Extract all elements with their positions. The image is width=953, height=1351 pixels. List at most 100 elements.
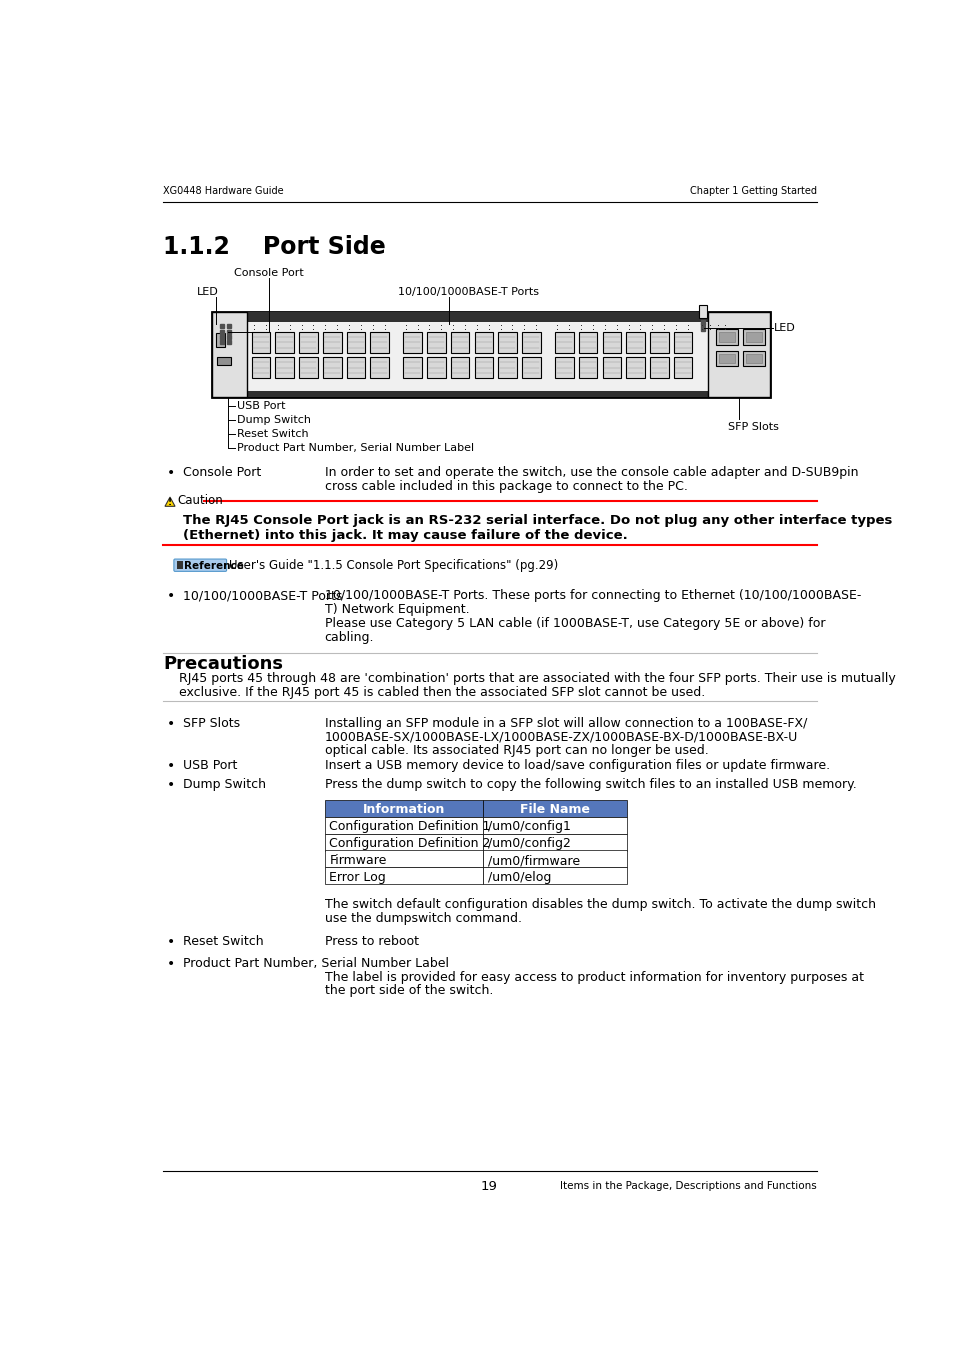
Text: In order to set and operate the switch, use the console cable adapter and D-SUB9: In order to set and operate the switch, … — [324, 466, 858, 480]
Text: LED: LED — [773, 323, 795, 332]
Bar — [602, 331, 620, 353]
Bar — [521, 331, 540, 353]
Text: •: • — [167, 466, 175, 480]
Text: the port side of the switch.: the port side of the switch. — [324, 985, 493, 997]
Text: Product Part Number, Serial Number Label: Product Part Number, Serial Number Label — [183, 957, 448, 970]
Bar — [370, 357, 389, 378]
Bar — [299, 357, 317, 378]
Bar — [602, 357, 620, 378]
Bar — [370, 331, 389, 353]
Bar — [323, 357, 341, 378]
Bar — [497, 357, 517, 378]
Text: SFP Slots: SFP Slots — [727, 423, 778, 432]
Bar — [707, 312, 769, 397]
Bar — [673, 357, 692, 378]
Bar — [716, 330, 737, 345]
Bar — [745, 332, 760, 342]
Text: USB Port: USB Port — [236, 401, 285, 411]
Bar — [212, 312, 769, 322]
Text: Reset Switch: Reset Switch — [183, 935, 263, 948]
Text: cabling.: cabling. — [324, 631, 374, 644]
Polygon shape — [165, 497, 174, 507]
Text: •: • — [167, 716, 175, 731]
Bar — [427, 357, 445, 378]
Bar — [555, 357, 573, 378]
Text: •: • — [167, 935, 175, 950]
Bar — [483, 800, 626, 816]
Text: T) Network Equipment.: T) Network Equipment. — [324, 604, 469, 616]
Text: 10/100/1000BASE-T Ports: 10/100/1000BASE-T Ports — [397, 286, 538, 297]
Bar — [673, 331, 692, 353]
Text: Error Log: Error Log — [329, 871, 386, 884]
Bar — [403, 357, 421, 378]
Text: /um0/elog: /um0/elog — [488, 871, 551, 884]
Bar — [745, 354, 760, 363]
Bar — [324, 800, 483, 816]
Bar — [275, 331, 294, 353]
Text: The RJ45 Console Port jack is an RS-232 serial interface. Do not plug any other : The RJ45 Console Port jack is an RS-232 … — [183, 513, 891, 527]
Bar — [719, 354, 734, 363]
Text: 19: 19 — [480, 1179, 497, 1193]
Bar — [474, 357, 493, 378]
Text: /um0/config1: /um0/config1 — [488, 820, 571, 834]
Text: Firmware: Firmware — [329, 854, 386, 867]
Text: •: • — [167, 589, 175, 604]
Text: Installing an SFP module in a SFP slot will allow connection to a 100BASE-FX/: Installing an SFP module in a SFP slot w… — [324, 716, 806, 730]
Bar — [483, 834, 626, 851]
Text: optical cable. Its associated RJ45 port can no longer be used.: optical cable. Its associated RJ45 port … — [324, 744, 708, 758]
Text: Dump Switch: Dump Switch — [183, 778, 266, 792]
Bar — [324, 851, 483, 867]
Text: XG0448 Hardware Guide: XG0448 Hardware Guide — [163, 186, 284, 196]
Text: cross cable included in this package to connect to the PC.: cross cable included in this package to … — [324, 480, 687, 493]
Text: SFP Slots: SFP Slots — [183, 716, 239, 730]
Text: LED: LED — [196, 286, 218, 297]
Bar — [212, 390, 769, 397]
Text: Reset Switch: Reset Switch — [236, 428, 309, 439]
Bar — [451, 357, 469, 378]
Text: Configuration Definition 2: Configuration Definition 2 — [329, 838, 490, 850]
Text: /um0/firmware: /um0/firmware — [488, 854, 579, 867]
Bar — [427, 331, 445, 353]
Bar — [299, 331, 317, 353]
Bar — [212, 312, 769, 397]
Text: 10/100/1000BASE-T Ports. These ports for connecting to Ethernet (10/100/1000BASE: 10/100/1000BASE-T Ports. These ports for… — [324, 589, 861, 603]
Text: /um0/config2: /um0/config2 — [488, 838, 571, 850]
Bar — [497, 331, 517, 353]
Text: exclusive. If the RJ45 port 45 is cabled then the associated SFP slot cannot be : exclusive. If the RJ45 port 45 is cabled… — [179, 686, 704, 698]
Text: •: • — [167, 759, 175, 773]
Bar — [474, 331, 493, 353]
Bar — [324, 816, 483, 834]
Text: 1000BASE-SX/1000BASE-LX/1000BASE-ZX/1000BASE-BX-D/1000BASE-BX-U: 1000BASE-SX/1000BASE-LX/1000BASE-ZX/1000… — [324, 731, 797, 743]
Bar — [719, 332, 734, 342]
Text: The switch default configuration disables the dump switch. To activate the dump : The switch default configuration disable… — [324, 898, 875, 911]
Text: •: • — [167, 957, 175, 971]
Bar — [252, 357, 270, 378]
Text: Information: Information — [362, 804, 445, 816]
Text: Caution: Caution — [177, 494, 223, 508]
Bar — [403, 331, 421, 353]
Text: (Ethernet) into this jack. It may cause failure of the device.: (Ethernet) into this jack. It may cause … — [183, 530, 627, 542]
Bar — [578, 357, 597, 378]
Bar — [176, 561, 183, 570]
Bar — [483, 867, 626, 885]
Bar — [555, 331, 573, 353]
Bar — [521, 357, 540, 378]
Text: •: • — [167, 778, 175, 792]
Text: USB Port: USB Port — [183, 759, 237, 771]
Text: The label is provided for easy access to product information for inventory purpo: The label is provided for easy access to… — [324, 970, 862, 984]
Bar — [346, 331, 365, 353]
Text: File Name: File Name — [519, 804, 590, 816]
Text: Console Port: Console Port — [233, 267, 303, 277]
Text: User's Guide "1.1.5 Console Port Specifications" (pg.29): User's Guide "1.1.5 Console Port Specifi… — [229, 559, 558, 571]
Text: Items in the Package, Descriptions and Functions: Items in the Package, Descriptions and F… — [559, 1181, 816, 1192]
Bar — [324, 867, 483, 885]
Bar — [324, 834, 483, 851]
Text: Precautions: Precautions — [163, 655, 283, 673]
Text: Product Part Number, Serial Number Label: Product Part Number, Serial Number Label — [236, 443, 474, 453]
Text: Insert a USB memory device to load/save configuration files or update firmware.: Insert a USB memory device to load/save … — [324, 759, 829, 771]
Bar — [483, 851, 626, 867]
Bar — [578, 331, 597, 353]
Bar — [252, 331, 270, 353]
Bar — [483, 816, 626, 834]
Bar — [216, 334, 225, 347]
